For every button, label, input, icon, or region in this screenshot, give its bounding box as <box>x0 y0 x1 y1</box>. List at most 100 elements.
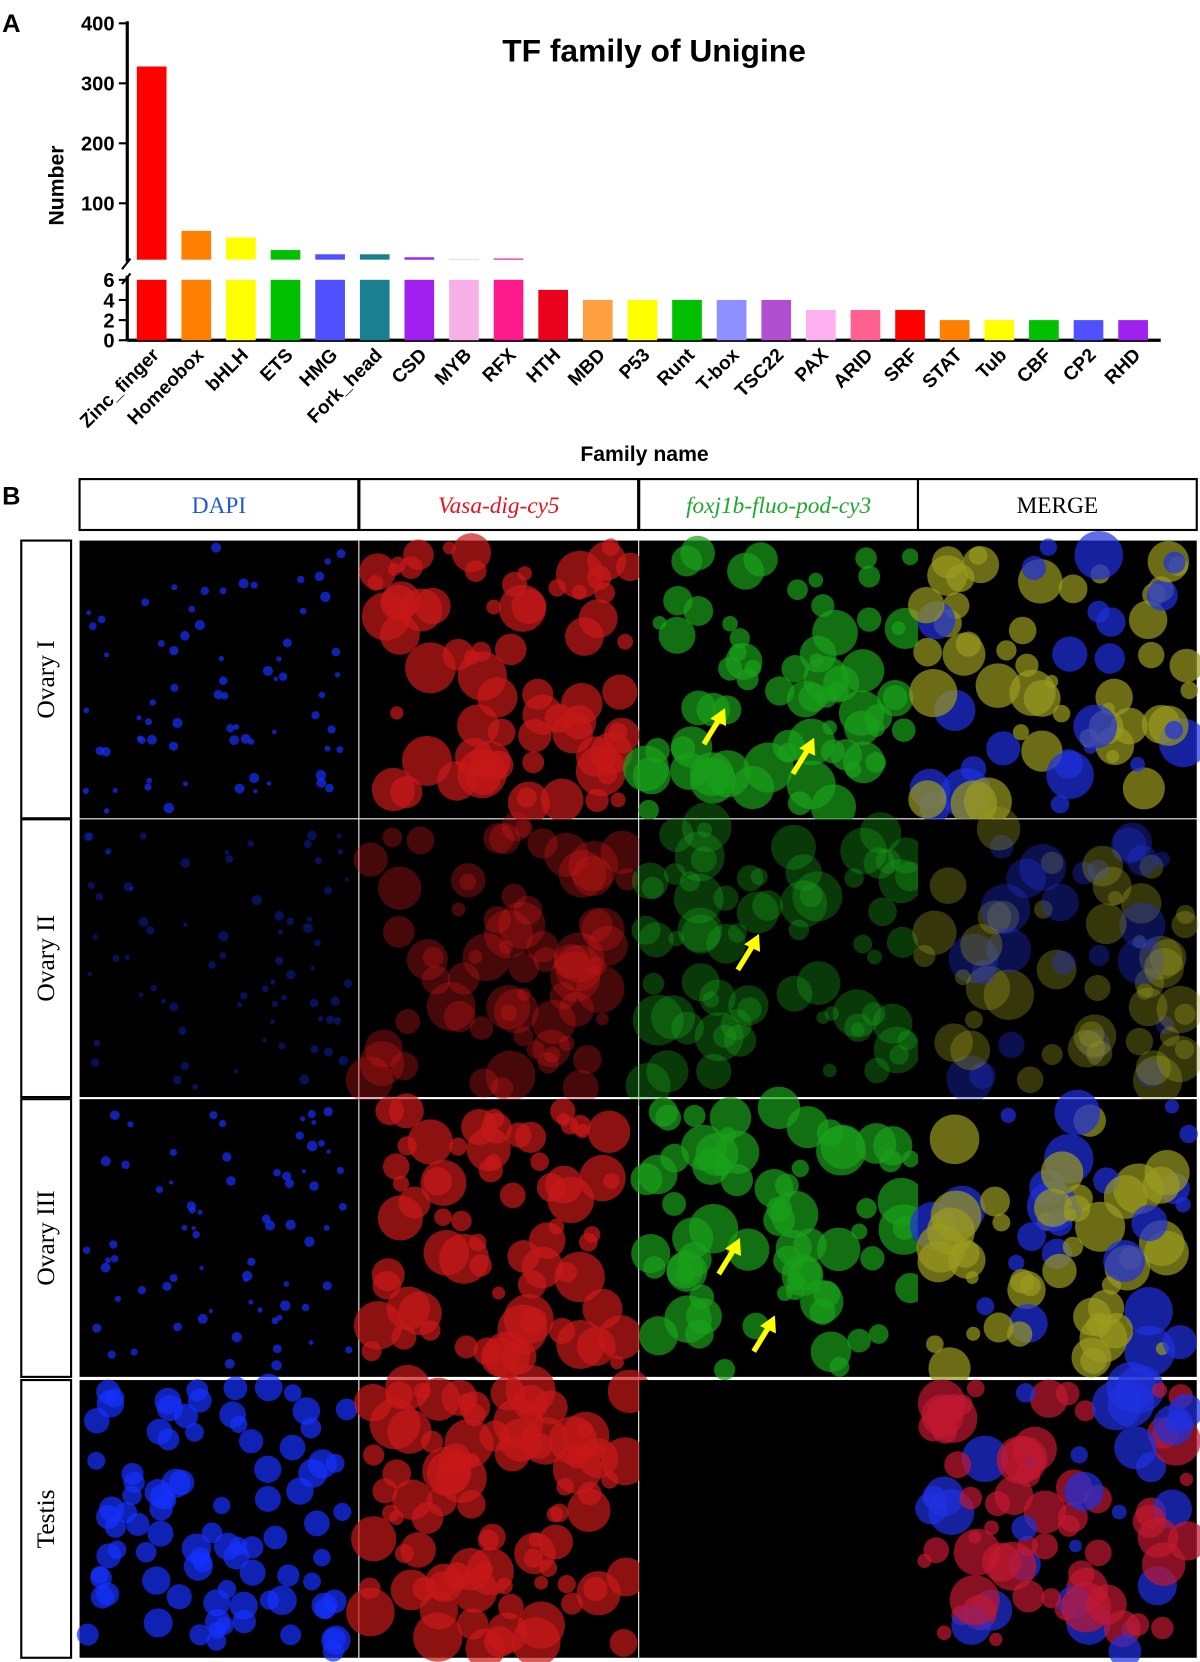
micrograph-texture <box>219 1401 246 1429</box>
micrograph-texture <box>976 1297 995 1316</box>
micrograph-texture <box>1041 1043 1063 1066</box>
micrograph-texture <box>501 883 527 909</box>
micrograph-texture <box>793 1228 827 1262</box>
micrograph-texture <box>218 1119 227 1128</box>
micrograph-texture <box>311 711 320 720</box>
micrograph-texture <box>845 761 862 778</box>
column-header: Vasa-dig-cy5 <box>438 493 560 519</box>
micrograph-texture <box>127 1121 134 1128</box>
micrograph <box>79 540 359 819</box>
micrograph-texture <box>1080 1347 1107 1374</box>
micrograph-texture <box>1006 858 1046 899</box>
micrograph-texture <box>1179 1472 1194 1486</box>
micrograph-texture <box>1164 1099 1179 1114</box>
micrograph-texture <box>138 992 144 998</box>
micrograph-texture <box>92 934 99 940</box>
micrograph-texture <box>306 1140 318 1152</box>
micrograph-texture <box>641 876 664 899</box>
bar <box>939 320 970 341</box>
micrograph-texture <box>403 539 434 571</box>
y-tick-label: 300 <box>81 74 115 96</box>
micrograph-texture <box>960 756 987 782</box>
micrograph-texture <box>1168 1393 1200 1429</box>
micrograph-texture <box>499 1182 526 1209</box>
micrograph-texture <box>223 1376 248 1401</box>
micrograph-texture <box>1139 935 1183 980</box>
micrograph-texture <box>587 1110 631 1154</box>
micrograph-texture <box>1159 1026 1180 1047</box>
micrograph-texture <box>557 1575 576 1594</box>
micrograph-texture <box>556 1320 606 1369</box>
micrograph-texture <box>1000 1107 1016 1124</box>
micrograph-texture <box>527 828 558 859</box>
micrograph-texture <box>104 1516 127 1538</box>
micrograph-texture <box>786 1106 829 1149</box>
micrograph-texture <box>891 718 916 742</box>
micrograph-texture <box>1084 1539 1112 1567</box>
micrograph-texture <box>513 1026 534 1047</box>
bar <box>181 230 212 260</box>
micrograph-texture <box>219 587 227 595</box>
micrograph-texture <box>1039 538 1057 556</box>
x-tick-label: Tub <box>973 345 1012 384</box>
micrograph-texture <box>860 1246 885 1271</box>
arrow-head <box>760 1315 776 1334</box>
micrograph-texture <box>926 1335 944 1353</box>
micrograph-texture <box>583 1226 601 1243</box>
micrograph-texture <box>485 1050 536 1101</box>
micrograph-texture <box>471 641 492 662</box>
micrograph-texture <box>420 1430 444 1453</box>
micrograph-texture <box>323 1224 330 1231</box>
micrograph-texture <box>315 769 327 781</box>
bar <box>404 257 435 260</box>
micrograph-texture <box>929 867 967 905</box>
micrograph-texture <box>873 1026 921 1074</box>
micrograph-texture <box>538 1524 573 1560</box>
micrograph-texture <box>146 926 155 935</box>
micrograph-texture <box>942 632 986 676</box>
micrograph-texture <box>688 1204 739 1254</box>
y-tick-label: 2 <box>103 311 114 333</box>
micrograph-texture <box>375 1096 404 1126</box>
micrograph-texture <box>282 638 292 648</box>
micrograph-texture <box>326 1149 331 1154</box>
micrograph-texture <box>436 1452 487 1503</box>
micrograph-texture <box>395 1009 421 1034</box>
micrograph-texture <box>968 1530 982 1544</box>
micrograph-texture <box>558 850 606 898</box>
micrograph-texture <box>486 1612 528 1654</box>
micrograph-texture <box>95 893 104 901</box>
micrograph-texture <box>170 683 179 692</box>
micrograph-texture <box>1128 600 1168 640</box>
micrograph-texture <box>97 615 106 624</box>
micrograph-texture <box>725 642 763 680</box>
micrograph-texture <box>136 735 143 742</box>
micrograph-texture <box>149 1497 173 1521</box>
column-header: MERGE <box>1017 493 1099 519</box>
micrograph-texture <box>217 1579 237 1599</box>
micrograph-texture <box>317 1016 324 1022</box>
micrograph-texture <box>571 584 587 600</box>
micrograph-texture <box>609 1629 638 1657</box>
micrograph-texture <box>638 1154 678 1195</box>
micrograph-texture <box>229 735 240 746</box>
micrograph-texture <box>286 1477 314 1505</box>
micrograph-texture <box>240 733 251 744</box>
micrograph-texture <box>498 901 546 949</box>
micrograph-texture <box>923 1537 950 1564</box>
micrograph-texture <box>406 826 435 855</box>
micrograph-texture <box>856 607 882 632</box>
micrograph-texture <box>371 767 416 812</box>
micrograph-texture <box>143 1608 173 1638</box>
micrograph-texture <box>706 923 747 964</box>
micrograph-texture <box>1132 935 1147 949</box>
micrograph-texture <box>302 923 313 934</box>
micrograph-texture <box>799 884 823 908</box>
micrograph-texture <box>959 1486 983 1510</box>
micrograph-texture <box>810 1331 852 1373</box>
micrograph-texture <box>788 919 810 941</box>
micrograph-texture <box>1054 1089 1101 1136</box>
x-tick-label: CSD <box>388 345 431 388</box>
micrograph-texture <box>160 998 166 1004</box>
